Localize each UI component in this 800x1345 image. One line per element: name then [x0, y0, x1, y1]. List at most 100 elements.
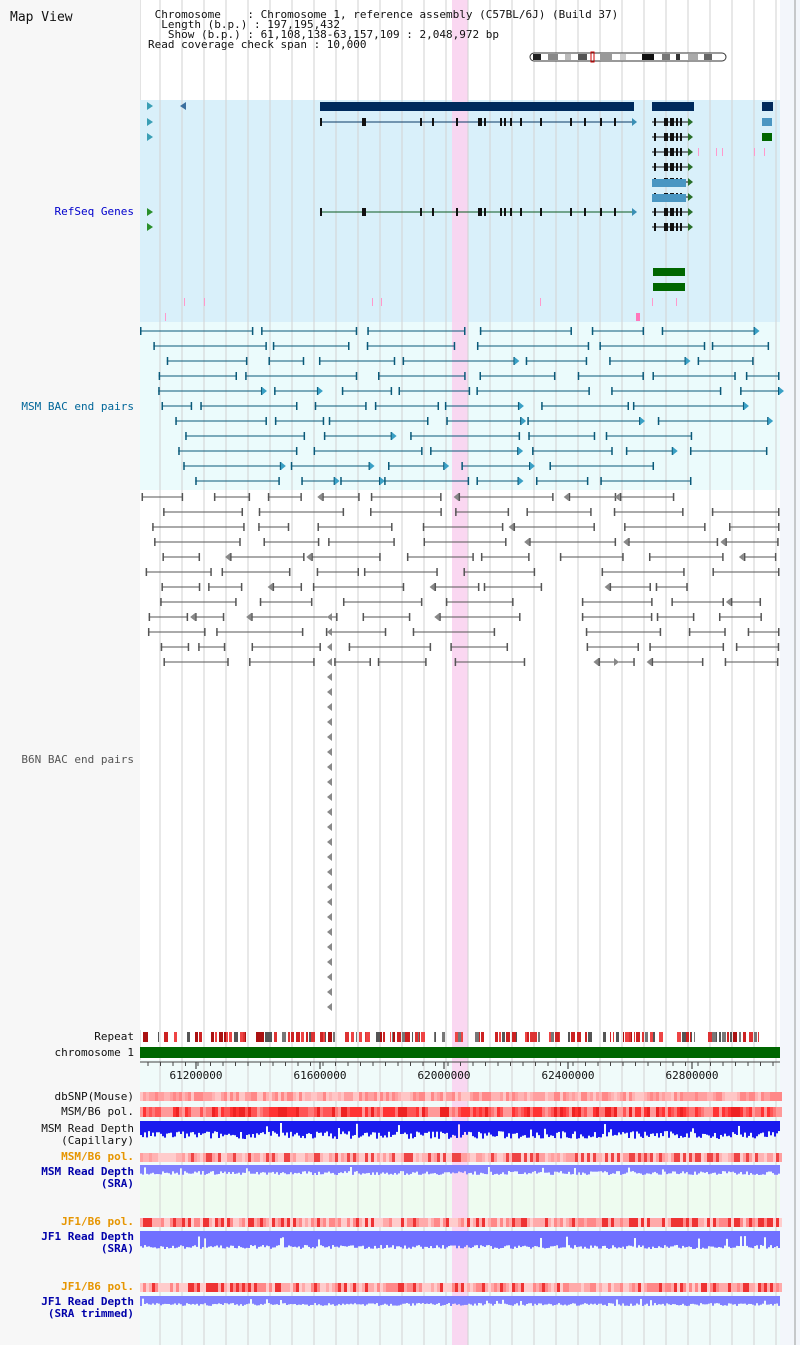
bac-end [391, 523, 393, 531]
heat-cell [752, 1283, 755, 1292]
bac-arrow [327, 853, 332, 861]
depth-bar [282, 1231, 284, 1238]
depth-bar [696, 1121, 698, 1138]
bac-arrow [327, 838, 332, 846]
label-refseq-genes[interactable]: RefSeq Genes [54, 205, 134, 218]
tick-mark [652, 298, 653, 306]
depth-bar [476, 1231, 478, 1246]
heat-cell [662, 1153, 665, 1162]
heat-cell [425, 1092, 428, 1101]
b6n-bac-track[interactable] [141, 493, 780, 1011]
depth-bar [308, 1296, 310, 1306]
depth-bar [436, 1231, 438, 1246]
depth-bar [288, 1231, 290, 1246]
chromosome-bar[interactable] [140, 1047, 780, 1058]
depth-bar [274, 1231, 276, 1248]
depth-bar [550, 1296, 552, 1305]
heat-cell [596, 1218, 599, 1227]
depth-bar [634, 1121, 636, 1139]
heat-cell [254, 1283, 257, 1292]
depth-bar [526, 1121, 528, 1138]
depth-bar [642, 1296, 644, 1306]
depth-bar [526, 1296, 528, 1304]
exon [480, 118, 482, 126]
heat-cell [596, 1107, 599, 1117]
bac-end [258, 523, 260, 531]
bac-end [591, 327, 594, 335]
repeat-track[interactable] [143, 1032, 759, 1042]
depth-bar [302, 1231, 304, 1248]
depth-bar [256, 1296, 258, 1306]
depth-bar [758, 1231, 760, 1249]
strand-arrow [688, 148, 693, 156]
depth-bar [354, 1231, 356, 1248]
heat-cell [407, 1092, 410, 1101]
heat-cell [188, 1218, 191, 1227]
heat-cell [359, 1092, 362, 1101]
depth-bar [604, 1296, 606, 1305]
heat-cell [650, 1092, 653, 1101]
depth-bar [392, 1296, 394, 1306]
depth-bar [228, 1121, 230, 1134]
heat-cell [329, 1153, 332, 1162]
depth-bar [144, 1121, 146, 1133]
bac-end [274, 387, 276, 395]
chromosome-info: Chromosome : Chromosome 1, reference ass… [148, 9, 618, 50]
heat-cell [428, 1153, 431, 1162]
heat-cell [479, 1153, 482, 1162]
heat-cell [173, 1283, 176, 1292]
depth-bar [776, 1121, 778, 1134]
heat-cell [524, 1092, 527, 1101]
label-b6n-bac[interactable]: B6N BAC end pairs [21, 753, 134, 766]
bac-end [421, 447, 423, 455]
depth-bar [552, 1231, 554, 1247]
bac-end [316, 568, 319, 576]
depth-bar [528, 1165, 530, 1174]
depth-bar [612, 1296, 614, 1304]
heat-cell [278, 1283, 281, 1292]
heat-cell [263, 1283, 266, 1292]
heat-cell [650, 1218, 653, 1227]
heat-cell [140, 1092, 143, 1101]
bac-arrow [444, 462, 450, 470]
heat-cell [527, 1153, 530, 1162]
heat-cell [563, 1153, 566, 1162]
label-msm-bac[interactable]: MSM BAC end pairs [21, 400, 134, 413]
depth-bar [376, 1165, 378, 1173]
heat-cell [161, 1107, 164, 1117]
heat-cell [185, 1107, 188, 1117]
depth-bar [636, 1121, 638, 1132]
heat-cell [200, 1283, 203, 1292]
heat-cell [731, 1092, 734, 1101]
chromosome-ideogram[interactable] [529, 51, 727, 63]
heat-cell [518, 1092, 521, 1101]
heat-cell [404, 1218, 407, 1227]
heat-cell [170, 1218, 173, 1227]
depth-bar [632, 1165, 634, 1172]
msm-bac-track[interactable] [140, 327, 784, 485]
depth-bar [516, 1296, 518, 1304]
heat-cell [599, 1218, 602, 1227]
bac-arrow [327, 718, 332, 726]
heat-cell [533, 1218, 536, 1227]
depth-bar [758, 1296, 760, 1306]
depth-bar [524, 1296, 526, 1306]
depth-bar [630, 1296, 632, 1304]
variation-depth-tracks[interactable] [140, 1092, 782, 1306]
bac-end [186, 613, 189, 621]
depth-bar [522, 1231, 524, 1247]
depth-bar [624, 1296, 626, 1306]
refseq-genes-track[interactable] [147, 102, 773, 321]
heat-cell [770, 1107, 773, 1117]
heat-cell [566, 1283, 569, 1292]
depth-bar [594, 1296, 596, 1304]
depth-bar [390, 1296, 392, 1304]
depth-bar [652, 1121, 654, 1134]
depth-bar [430, 1165, 432, 1174]
depth-bar [152, 1121, 154, 1133]
bac-end [513, 523, 516, 531]
depth-bar [304, 1296, 306, 1305]
heat-cell [617, 1153, 620, 1162]
repeat-element [475, 1032, 479, 1042]
